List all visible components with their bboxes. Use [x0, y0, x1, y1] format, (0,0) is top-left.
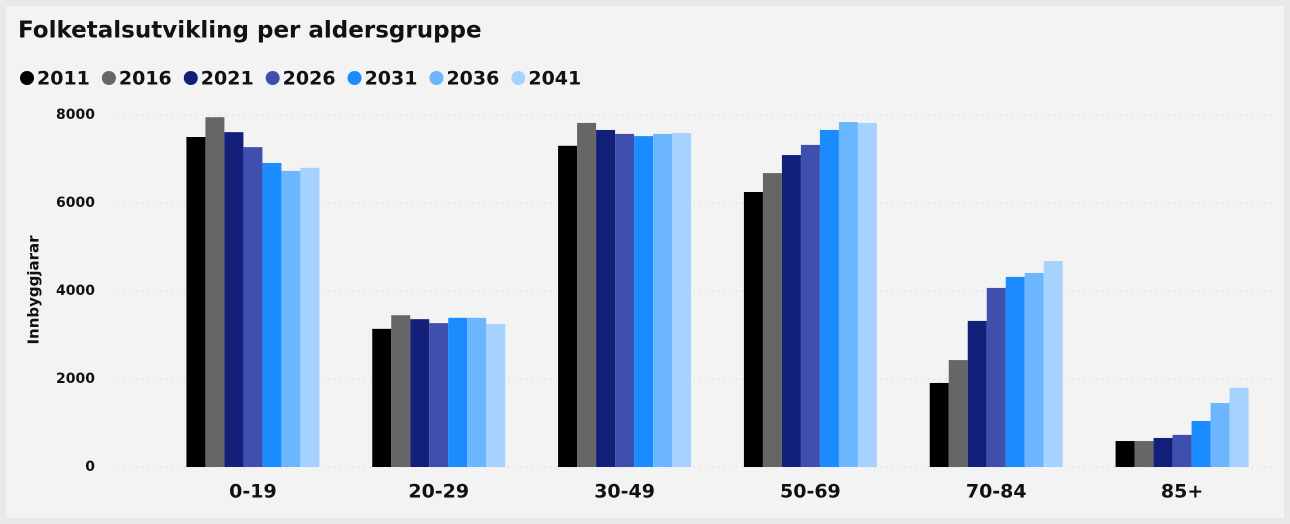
x-tick-label: 50-69 — [780, 481, 841, 503]
bar — [929, 382, 949, 467]
bar — [1153, 437, 1173, 467]
bar — [986, 287, 1006, 467]
bar — [1134, 441, 1154, 467]
x-tick-label: 0-19 — [229, 481, 277, 503]
bar — [410, 319, 430, 467]
legend-label: 2026 — [283, 68, 336, 90]
bar — [205, 117, 225, 467]
bar — [762, 173, 782, 467]
legend-marker — [265, 71, 280, 85]
bar — [1043, 261, 1063, 467]
legend-label: 2011 — [37, 68, 90, 90]
legend-marker — [183, 71, 198, 85]
bar — [486, 324, 506, 467]
bar — [1005, 276, 1025, 467]
x-tick-label: 85+ — [1161, 481, 1203, 503]
legend-label: 2041 — [528, 68, 581, 90]
bar — [615, 133, 635, 468]
legend-label: 2016 — [119, 68, 172, 90]
bar — [300, 167, 320, 468]
bar — [1229, 387, 1249, 467]
bar — [781, 155, 801, 468]
bar — [857, 122, 877, 468]
legend-label: 2031 — [365, 68, 418, 90]
bar — [819, 129, 839, 467]
legend-marker — [429, 71, 444, 85]
bar — [558, 145, 578, 468]
bar — [243, 147, 263, 467]
bar — [596, 129, 616, 467]
bar — [467, 317, 487, 467]
bar — [1172, 434, 1192, 467]
x-tick-label: 70-84 — [966, 481, 1027, 503]
bar — [653, 133, 673, 468]
y-tick-label: 6000 — [56, 195, 95, 211]
bar — [429, 323, 449, 467]
x-tick-label: 30-49 — [594, 481, 655, 503]
bar — [448, 317, 468, 467]
bar — [1191, 421, 1211, 467]
legend-label: 2021 — [201, 68, 254, 90]
bar — [1115, 441, 1135, 467]
y-tick-label: 2000 — [56, 371, 95, 387]
legend-marker — [511, 71, 526, 85]
y-tick-label: 8000 — [56, 107, 95, 123]
x-tick-label: 20-29 — [408, 481, 469, 503]
bar — [800, 144, 820, 468]
bar — [634, 136, 654, 467]
bar — [743, 192, 763, 467]
bar — [838, 122, 858, 467]
bar — [967, 320, 987, 467]
bar — [672, 133, 692, 468]
bar — [1024, 272, 1044, 467]
bar — [948, 360, 968, 467]
bar — [1210, 402, 1230, 467]
bar — [186, 137, 206, 467]
chart-title: Folketalsutvikling per aldersgruppe — [18, 18, 482, 44]
bar — [281, 170, 301, 467]
bar — [577, 122, 597, 468]
legend-marker — [347, 71, 362, 85]
bar — [224, 132, 244, 467]
bar — [391, 315, 411, 467]
y-axis-label: Innbyggjarar — [25, 235, 43, 345]
bar — [262, 162, 282, 467]
y-tick-label: 0 — [85, 459, 95, 475]
y-tick-label: 4000 — [56, 283, 95, 299]
legend-label: 2036 — [446, 68, 499, 90]
legend-marker — [101, 71, 116, 85]
legend-marker — [20, 71, 34, 85]
bar — [372, 328, 392, 467]
